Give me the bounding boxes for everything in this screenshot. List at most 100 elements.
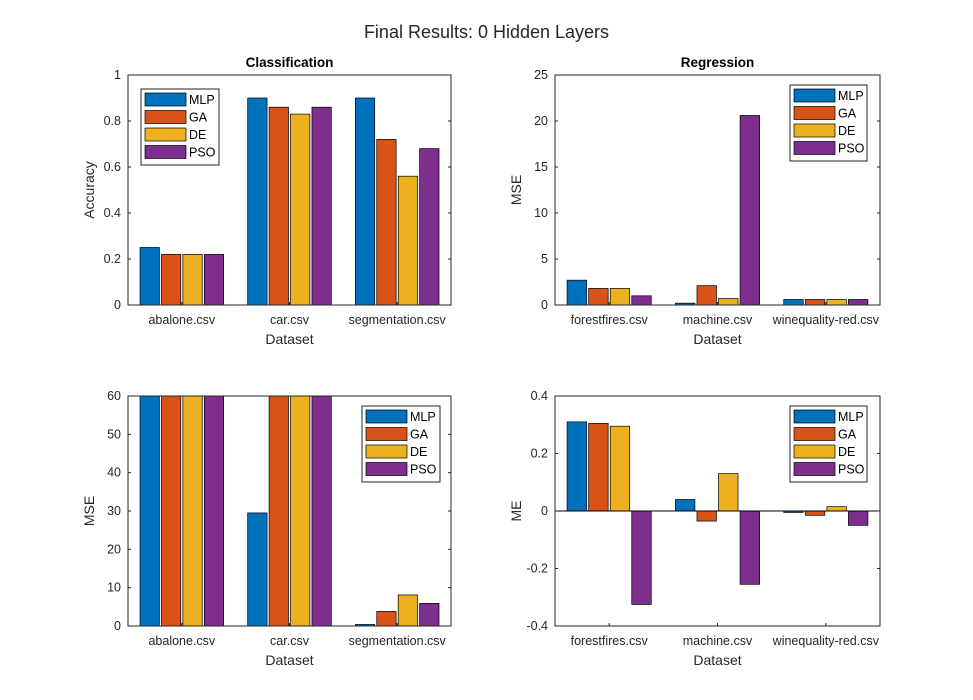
y-tick-label: 0: [541, 298, 548, 312]
legend-label-mlp: MLP: [410, 410, 436, 424]
legend-label-pso: PSO: [189, 146, 216, 160]
bar-ga-1: [161, 254, 182, 306]
y-tick-label: 20: [534, 114, 548, 128]
chart-title: Regression: [681, 55, 755, 70]
legend-swatch-mlp: [365, 409, 408, 424]
y-tick-label: 30: [107, 504, 121, 518]
bar-pso-1: [203, 254, 225, 306]
y-tick-label: 0.8: [104, 114, 121, 128]
bar-ga-3: [376, 139, 397, 306]
legend-label-mlp: MLP: [838, 89, 864, 103]
legend-swatch-pso: [365, 462, 408, 476]
chart-title: Classification: [246, 55, 334, 70]
x-tick-label: winequality-red.csv: [772, 634, 880, 648]
legend-swatch-pso: [793, 462, 836, 476]
x-axis-label: Dataset: [265, 331, 313, 347]
bar-de-2: [718, 298, 739, 306]
bar-ga-1: [161, 395, 182, 627]
bar-de-1: [182, 395, 203, 627]
legend-label-ga: GA: [838, 107, 857, 121]
y-tick-label: 0.4: [531, 389, 548, 403]
legend-label-pso: PSO: [410, 463, 437, 477]
chart-2: forestfires.csv machine.csv winequality-re…: [508, 55, 881, 347]
bar-mlp-1: [566, 279, 587, 306]
bar-de-3: [826, 506, 847, 512]
bar-de-1: [182, 254, 203, 306]
legend-label-de: DE: [410, 445, 427, 459]
bar-mlp-1: [566, 421, 587, 512]
y-axis-label: MSE: [508, 175, 524, 205]
legend-label-ga: GA: [838, 428, 857, 442]
bar-pso-1: [203, 395, 225, 627]
y-tick-label: 0: [114, 298, 121, 312]
legend: MLP GA DE PSO: [140, 88, 220, 166]
legend-swatch-ga: [144, 110, 187, 124]
y-axis-label: Accuracy: [81, 161, 97, 219]
chart-4: forestfires.csv machine.csv winequality-re…: [508, 389, 881, 668]
legend-label-pso: PSO: [838, 142, 865, 156]
legend-label-de: DE: [838, 124, 855, 138]
axes-frame: [554, 74, 881, 306]
bar-pso-1: [631, 510, 652, 605]
x-tick-label: car.csv: [270, 313, 310, 327]
x-tick-label: forestfires.csv: [571, 313, 649, 327]
bar-mlp-2: [247, 97, 268, 306]
bar-pso-3: [848, 510, 869, 526]
axes-frame: [554, 395, 881, 627]
bar-pso-2: [311, 395, 332, 627]
y-tick-label: 1: [114, 68, 121, 82]
x-axis-label: Dataset: [265, 652, 313, 668]
bar-de-3: [826, 299, 847, 306]
y-tick-label: 0: [541, 504, 548, 518]
x-tick-label: abalone.csv: [148, 634, 215, 648]
bar-ga-2: [268, 395, 289, 627]
bar-pso-3: [848, 299, 869, 306]
legend-swatch-ga: [793, 427, 836, 441]
x-tick-label: winequality-red.csv: [772, 313, 880, 327]
legend-swatch-mlp: [144, 92, 187, 107]
x-tick-label: segmentation.csv: [349, 313, 447, 327]
y-axis-label: ME: [508, 501, 524, 522]
bar-mlp-3: [783, 299, 804, 306]
bar-mlp-2: [675, 499, 696, 512]
y-tick-label: 15: [534, 160, 548, 174]
y-tick-label: 60: [107, 389, 121, 403]
y-axis-label: MSE: [81, 496, 97, 526]
x-tick-label: segmentation.csv: [349, 634, 447, 648]
bar-pso-3: [419, 603, 440, 627]
bar-pso-3: [419, 148, 440, 306]
legend-swatch-ga: [365, 427, 408, 441]
x-tick-label: forestfires.csv: [571, 634, 649, 648]
legend-label-pso: PSO: [838, 463, 865, 477]
y-tick-label: 0.2: [531, 447, 548, 461]
bar-de-3: [397, 175, 418, 306]
legend: MLP GA DE PSO: [789, 405, 868, 483]
bar-de-3: [397, 594, 418, 627]
bar-pso-2: [739, 115, 760, 306]
legend-swatch-de: [793, 123, 836, 138]
bar-ga-1: [588, 422, 609, 512]
legend-label-mlp: MLP: [189, 93, 215, 107]
bar-pso-2: [311, 106, 332, 306]
legend-swatch-de: [793, 444, 836, 459]
bar-de-2: [718, 473, 739, 512]
bar-de-1: [609, 425, 631, 512]
chart-3: abalone.csv car.csv segmentation.csv 0 10 20 3…: [81, 389, 452, 668]
y-tick-label: 40: [107, 466, 121, 480]
bar-ga-3: [376, 611, 397, 627]
bar-ga-3: [804, 510, 826, 516]
bar-ga-3: [804, 299, 826, 306]
legend-swatch-mlp: [793, 88, 836, 103]
bar-mlp-1: [139, 395, 160, 627]
y-tick-label: 0.6: [104, 160, 121, 174]
legend-swatch-pso: [793, 141, 836, 155]
y-tick-label: -0.2: [526, 562, 548, 576]
y-tick-label: 0.4: [104, 206, 121, 220]
legend-swatch-de: [365, 444, 408, 459]
legend-swatch-mlp: [793, 409, 836, 424]
y-tick-label: 0: [114, 619, 121, 633]
y-tick-label: 0.2: [104, 252, 121, 266]
legend-label-de: DE: [189, 128, 206, 142]
bar-de-2: [290, 395, 311, 627]
